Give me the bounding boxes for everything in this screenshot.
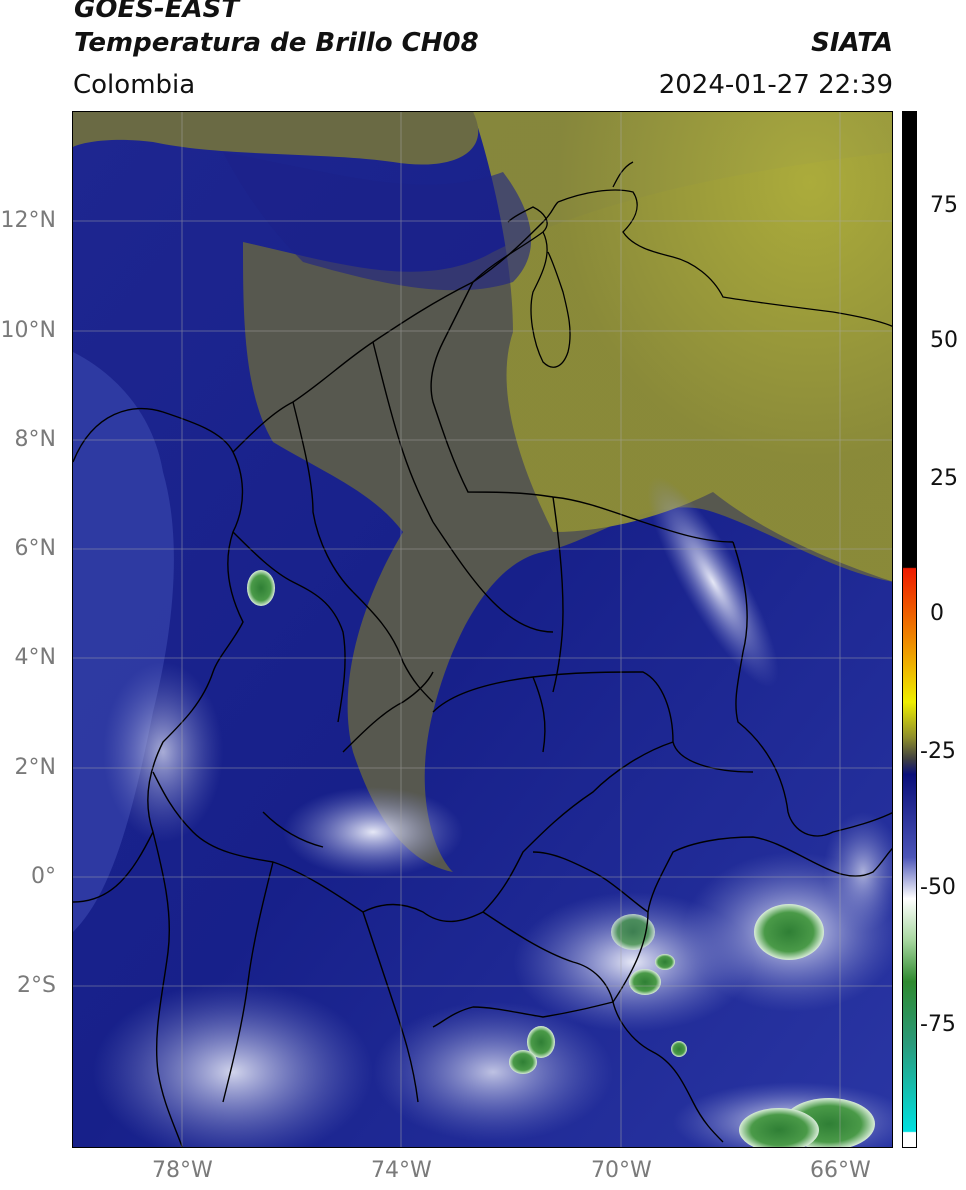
lon-label: 70°W [591,1158,652,1183]
colorbar-tick: -25 [920,739,956,764]
lon-label: 78°W [152,1158,213,1183]
convective-cell [527,1026,555,1058]
cloud-cluster [103,662,223,842]
organization-label: SIATA [811,28,893,58]
lat-label: 8°N [14,427,56,452]
lon-label: 66°W [810,1158,871,1183]
lat-label: 0° [31,864,56,889]
lat-label: 2°N [14,755,56,780]
colorbar-tick: 25 [930,466,958,491]
convective-cell [754,904,824,960]
satellite-map[interactable] [72,111,893,1148]
region-label: Colombia [73,70,196,100]
lat-label: 10°N [0,318,56,343]
lat-label: 6°N [14,536,56,561]
graticule [73,112,892,1147]
convective-cell [247,570,275,606]
convective-cell [671,1041,687,1057]
convective-cell [655,954,675,970]
cloud-cluster [283,787,463,877]
colorbar-gradient [903,112,916,1147]
convective-cell [611,914,655,950]
north-band [73,112,479,165]
colorbar-tick: -50 [920,875,956,900]
colorbar-tick: -75 [920,1012,956,1037]
colorbar [902,111,917,1148]
pacific-field [73,352,174,932]
product-title: Temperatura de Brillo CH08 [74,28,479,58]
map-canvas [73,112,892,1147]
convective-cell [629,969,661,995]
cloud-cluster [373,1002,613,1142]
colorbar-tick: 0 [930,601,944,626]
satellite-title: GOES-EAST [74,0,240,24]
lat-label: 4°N [14,645,56,670]
lat-label: 12°N [0,208,56,233]
lon-label: 74°W [371,1158,432,1183]
colorbar-tick: 50 [930,328,958,353]
cloud-cluster [93,982,373,1147]
convective-cell [739,1108,819,1147]
datetime-label: 2024-01-27 22:39 [658,70,893,100]
political-borders [73,201,892,1147]
very-dry-region [473,112,892,582]
convective-cell [509,1050,537,1074]
lat-label: 2°S [17,973,56,998]
colorbar-tick: 75 [930,193,958,218]
